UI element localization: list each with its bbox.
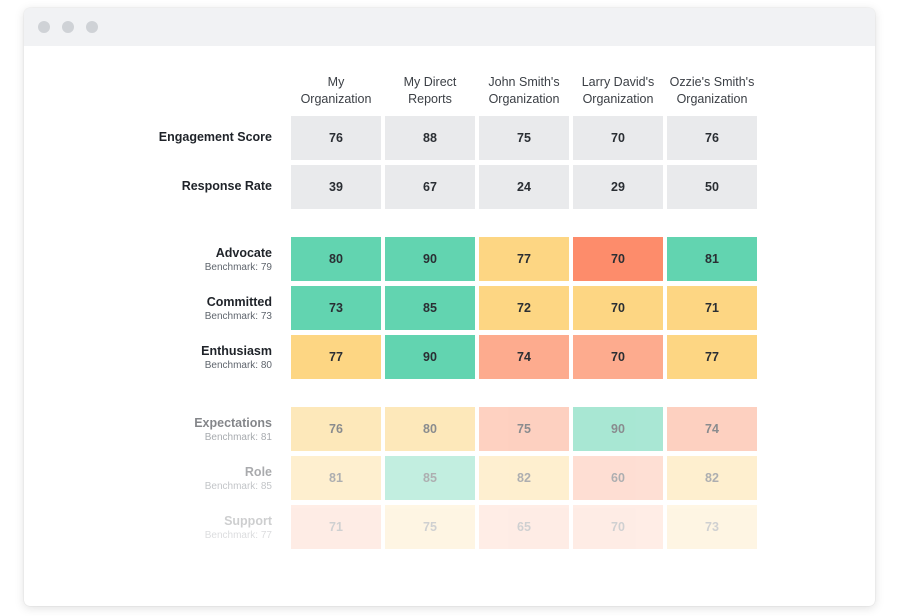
score-cell: 75 [385,505,475,549]
score-cell: 77 [291,335,381,379]
benchmark-text: Benchmark: 79 [204,262,272,273]
score-cell: 90 [385,335,475,379]
row-label-support: Support Benchmark: 77 [204,514,272,541]
row-label-expectations: Expectations Benchmark: 81 [194,416,272,443]
score-cell: 39 [291,165,381,209]
benchmark-text: Benchmark: 85 [204,481,272,492]
score-cell: 60 [573,456,663,500]
score-cell: 81 [291,456,381,500]
app-window: My Organization My Direct Reports John S… [24,8,875,606]
benchmark-text: Benchmark: 77 [204,530,272,541]
row-label-role: Role Benchmark: 85 [204,465,272,492]
score-cell: 70 [573,286,663,330]
column-header-larry-david: Larry David's Organization [581,75,655,106]
row-label-engagement-score: Engagement Score [158,130,272,144]
window-maximize-icon[interactable] [86,21,98,33]
score-cell: 81 [667,237,757,281]
score-cell: 65 [479,505,569,549]
score-cell: 70 [573,335,663,379]
score-cell: 70 [573,237,663,281]
score-cell: 76 [291,407,381,451]
score-cell: 24 [479,165,569,209]
score-cell: 85 [385,456,475,500]
engagement-heatmap: My Organization My Direct Reports John S… [24,8,875,606]
score-cell: 73 [667,505,757,549]
score-cell: 71 [291,505,381,549]
score-cell: 74 [667,407,757,451]
score-cell: 73 [291,286,381,330]
row-label-enthusiasm: Enthusiasm Benchmark: 80 [201,344,272,371]
row-label-response-rate: Response Rate [181,179,272,193]
score-cell: 70 [573,505,663,549]
score-cell: 50 [667,165,757,209]
score-cell: 71 [667,286,757,330]
score-cell: 90 [385,237,475,281]
window-titlebar [24,8,875,46]
score-cell: 82 [667,456,757,500]
row-label-committed: Committed Benchmark: 73 [204,295,272,322]
score-cell: 88 [385,116,475,160]
window-close-icon[interactable] [38,21,50,33]
benchmark-text: Benchmark: 81 [204,432,272,443]
benchmark-text: Benchmark: 80 [204,360,272,371]
score-cell: 90 [573,407,663,451]
score-cell: 29 [573,165,663,209]
score-cell: 82 [479,456,569,500]
score-cell: 76 [291,116,381,160]
score-cell: 76 [667,116,757,160]
score-cell: 80 [291,237,381,281]
score-cell: 77 [479,237,569,281]
score-cell: 77 [667,335,757,379]
score-cell: 80 [385,407,475,451]
row-label-advocate: Advocate Benchmark: 79 [204,246,272,273]
score-cell: 75 [479,116,569,160]
column-header-my-organization: My Organization [300,75,372,106]
window-minimize-icon[interactable] [62,21,74,33]
score-cell: 74 [479,335,569,379]
score-cell: 85 [385,286,475,330]
score-cell: 67 [385,165,475,209]
score-cell: 70 [573,116,663,160]
column-header-my-direct-reports: My Direct Reports [403,75,457,106]
score-cell: 75 [479,407,569,451]
score-cell: 72 [479,286,569,330]
benchmark-text: Benchmark: 73 [204,311,272,322]
column-header-john-smith: John Smith's Organization [488,75,560,106]
column-header-ozzie-smith: Ozzie's Smith's Organization [669,75,755,106]
